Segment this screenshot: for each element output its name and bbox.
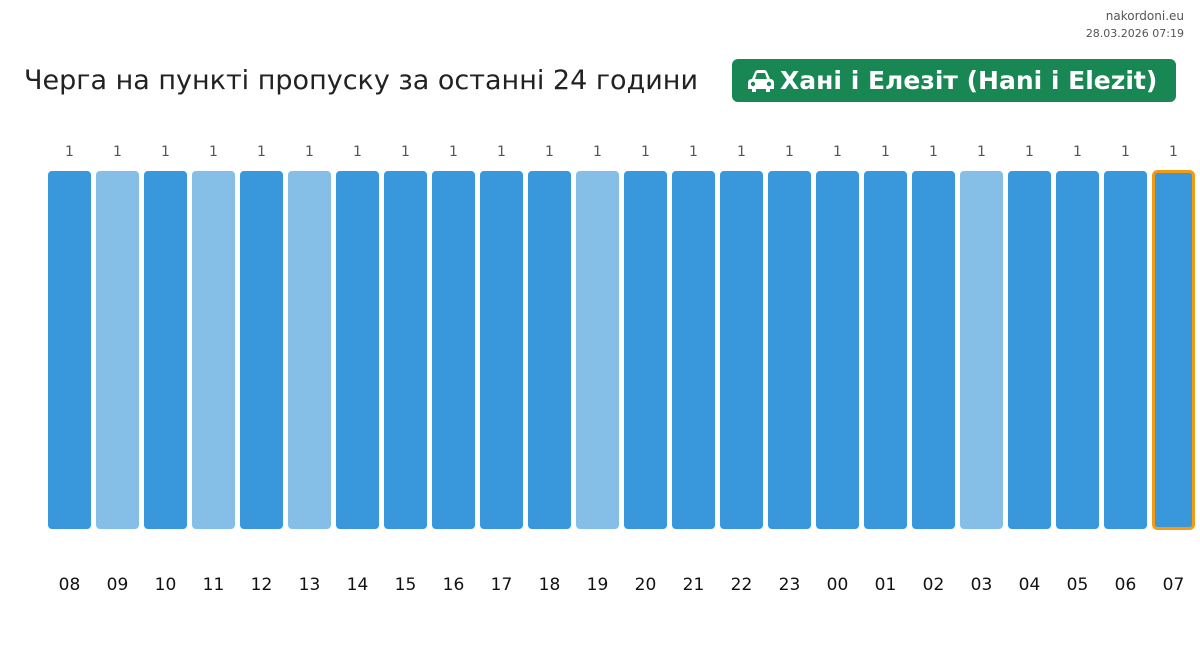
bar-value-label: 1	[65, 144, 74, 160]
bar-value-label: 1	[785, 144, 794, 160]
checkpoint-label: Хані і Елезіт (Hani i Elezit)	[780, 66, 1158, 95]
bar-value-label: 1	[353, 144, 362, 160]
bar-value-label: 1	[257, 144, 266, 160]
bar-value-label: 1	[401, 144, 410, 160]
bar-22[interactable]	[720, 171, 763, 529]
bar-value-label: 1	[305, 144, 314, 160]
x-tick-label: 12	[251, 575, 273, 595]
x-tick-label: 02	[923, 575, 945, 595]
bar-value-label: 1	[1025, 144, 1034, 160]
x-tick-label: 05	[1067, 575, 1089, 595]
bar-07[interactable]	[1152, 170, 1195, 530]
bar-value-label: 1	[737, 144, 746, 160]
bar-12[interactable]	[240, 171, 283, 529]
car-icon	[748, 69, 774, 92]
bar-04[interactable]	[1008, 171, 1051, 529]
bar-02[interactable]	[912, 171, 955, 529]
bar-11[interactable]	[192, 171, 235, 529]
x-tick-label: 15	[395, 575, 417, 595]
bar-value-label: 1	[545, 144, 554, 160]
bar-value-label: 1	[449, 144, 458, 160]
x-tick-label: 19	[587, 575, 609, 595]
x-tick-label: 09	[107, 575, 129, 595]
bar-value-label: 1	[881, 144, 890, 160]
bar-value-label: 1	[641, 144, 650, 160]
x-tick-label: 06	[1115, 575, 1137, 595]
x-tick-label: 00	[827, 575, 849, 595]
bar-10[interactable]	[144, 171, 187, 529]
bar-13[interactable]	[288, 171, 331, 529]
bar-15[interactable]	[384, 171, 427, 529]
x-tick-label: 18	[539, 575, 561, 595]
checkpoint-badge: Хані і Елезіт (Hani i Elezit)	[732, 59, 1176, 102]
x-tick-label: 23	[779, 575, 801, 595]
bar-08[interactable]	[48, 171, 91, 529]
x-tick-label: 10	[155, 575, 177, 595]
bar-value-label: 1	[1073, 144, 1082, 160]
bar-value-label: 1	[689, 144, 698, 160]
bar-00[interactable]	[816, 171, 859, 529]
bar-value-label: 1	[497, 144, 506, 160]
bar-value-label: 1	[209, 144, 218, 160]
bar-value-label: 1	[113, 144, 122, 160]
bar-23[interactable]	[768, 171, 811, 529]
bar-value-label: 1	[977, 144, 986, 160]
x-tick-label: 07	[1163, 575, 1185, 595]
bar-value-label: 1	[1169, 144, 1178, 160]
x-tick-label: 14	[347, 575, 369, 595]
bar-16[interactable]	[432, 171, 475, 529]
bar-03[interactable]	[960, 171, 1003, 529]
x-tick-label: 16	[443, 575, 465, 595]
bar-18[interactable]	[528, 171, 571, 529]
x-tick-label: 20	[635, 575, 657, 595]
bar-06[interactable]	[1104, 171, 1147, 529]
bar-17[interactable]	[480, 171, 523, 529]
x-tick-label: 04	[1019, 575, 1041, 595]
x-tick-label: 11	[203, 575, 225, 595]
bar-01[interactable]	[864, 171, 907, 529]
timestamp: 28.03.2026 07:19	[1085, 27, 1184, 40]
x-tick-label: 21	[683, 575, 705, 595]
site-name: nakordoni.eu	[1105, 9, 1184, 23]
bar-value-label: 1	[929, 144, 938, 160]
bar-09[interactable]	[96, 171, 139, 529]
bar-value-label: 1	[833, 144, 842, 160]
x-tick-label: 03	[971, 575, 993, 595]
bar-value-label: 1	[593, 144, 602, 160]
x-tick-label: 13	[299, 575, 321, 595]
x-tick-label: 01	[875, 575, 897, 595]
bar-19[interactable]	[576, 171, 619, 529]
bar-20[interactable]	[624, 171, 667, 529]
x-tick-label: 17	[491, 575, 513, 595]
bar-value-label: 1	[161, 144, 170, 160]
bar-05[interactable]	[1056, 171, 1099, 529]
bar-14[interactable]	[336, 171, 379, 529]
x-tick-label: 08	[59, 575, 81, 595]
bar-21[interactable]	[672, 171, 715, 529]
bar-value-label: 1	[1121, 144, 1130, 160]
page-title: Черга на пункті пропуску за останні 24 г…	[24, 65, 698, 96]
x-tick-label: 22	[731, 575, 753, 595]
